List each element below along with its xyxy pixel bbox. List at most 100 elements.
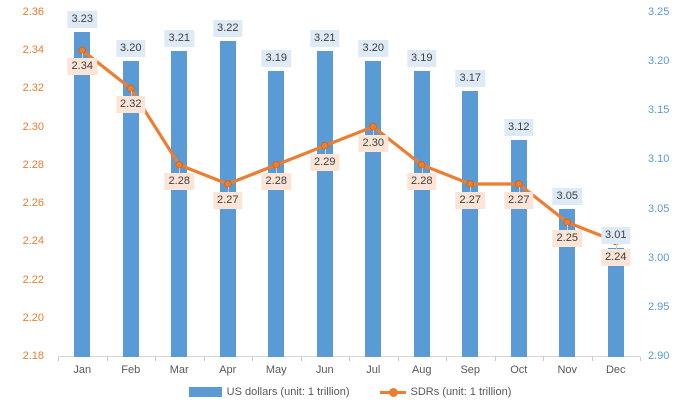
line-value-label-sep[interactable]: 2.27 xyxy=(455,192,485,209)
line-marker-jan[interactable] xyxy=(78,46,87,55)
label-leader-line xyxy=(82,53,84,59)
line-value-label-jul[interactable]: 2.30 xyxy=(358,134,388,152)
x-axis-tick xyxy=(543,357,544,361)
x-axis-label-feb: Feb xyxy=(121,364,141,376)
line-series-swatch-icon xyxy=(379,387,406,397)
x-axis-tick xyxy=(446,357,447,361)
line-marker-nov[interactable] xyxy=(563,218,572,227)
x-axis-tick xyxy=(397,357,399,361)
x-axis-tick xyxy=(203,357,205,361)
x-axis-tick xyxy=(349,357,350,361)
label-leader-line xyxy=(324,148,326,154)
bar-value-label-mar[interactable]: 3.21 xyxy=(164,30,194,48)
left-axis-tick-2.26: 2.26 xyxy=(22,197,44,210)
right-axis-tick-3.05: 3.05 xyxy=(648,202,670,215)
label-leader-line xyxy=(227,187,229,192)
legend: US dollars (unit: 1 trillion) SDRs (unit… xyxy=(0,386,700,398)
right-axis-tick-2.95: 2.95 xyxy=(648,300,670,313)
bar-sep[interactable] xyxy=(462,90,479,357)
legend-item-sdrs[interactable]: SDRs (unit: 1 trillion) xyxy=(379,386,512,398)
line-value-label-feb[interactable]: 2.32 xyxy=(116,96,146,114)
x-axis-label-jun: Jun xyxy=(315,364,334,376)
x-axis-label-mar: Mar xyxy=(169,364,189,376)
label-leader-line xyxy=(373,129,375,135)
bar-value-label-may[interactable]: 3.19 xyxy=(261,49,291,67)
label-leader-line xyxy=(470,187,472,192)
label-leader-line xyxy=(518,187,520,192)
left-axis-tick-2.22: 2.22 xyxy=(22,273,44,286)
line-marker-feb[interactable] xyxy=(126,84,135,93)
bar-value-label-dec[interactable]: 3.01 xyxy=(601,226,631,244)
bar-aug[interactable] xyxy=(413,70,430,357)
bar-dec[interactable] xyxy=(607,247,624,357)
bar-value-label-feb[interactable]: 3.20 xyxy=(116,40,146,58)
left-axis-tick-2.28: 2.28 xyxy=(22,158,44,171)
label-leader-line xyxy=(276,167,278,173)
bar-may[interactable] xyxy=(268,70,285,357)
bar-value-label-apr[interactable]: 3.22 xyxy=(213,20,243,38)
legend-label-us-dollars: US dollars (unit: 1 trillion) xyxy=(226,386,350,398)
left-axis-tick-2.20: 2.20 xyxy=(22,311,44,324)
x-axis-label-aug: Aug xyxy=(411,364,432,376)
line-value-label-dec[interactable]: 2.24 xyxy=(601,249,631,267)
sdrs-line[interactable] xyxy=(81,48,617,243)
line-value-label-nov[interactable]: 2.25 xyxy=(552,230,582,248)
x-axis-label-apr: Apr xyxy=(219,364,237,376)
x-axis-tick xyxy=(640,357,641,361)
x-axis-tick xyxy=(155,357,156,361)
bar-jan[interactable] xyxy=(74,31,91,357)
line-value-label-oct[interactable]: 2.27 xyxy=(504,192,534,209)
x-axis-label-jul: Jul xyxy=(366,364,381,376)
right-axis-tick-3.10: 3.10 xyxy=(648,153,670,166)
x-axis-label-jan: Jan xyxy=(73,364,92,376)
label-leader-line xyxy=(567,225,569,231)
bar-series-swatch-icon xyxy=(188,387,222,397)
x-axis-tick xyxy=(106,357,108,361)
bar-jun[interactable] xyxy=(316,51,333,357)
x-axis-tick xyxy=(58,357,59,361)
x-axis-label-oct: Oct xyxy=(510,364,528,376)
bar-value-label-oct[interactable]: 3.12 xyxy=(504,118,534,136)
line-value-label-jan[interactable]: 2.34 xyxy=(67,58,97,76)
bar-value-label-aug[interactable]: 3.19 xyxy=(407,49,437,67)
x-axis-label-nov: Nov xyxy=(557,364,578,376)
legend-label-sdrs: SDRs (unit: 1 trillion) xyxy=(410,386,512,398)
line-value-label-mar[interactable]: 2.28 xyxy=(164,172,194,190)
left-axis-tick-2.30: 2.30 xyxy=(22,120,44,133)
bar-mar[interactable] xyxy=(171,51,188,357)
x-axis-tick xyxy=(300,357,302,361)
bar-value-label-nov[interactable]: 3.05 xyxy=(552,187,582,205)
x-axis-label-dec: Dec xyxy=(605,364,626,376)
label-leader-line xyxy=(130,91,132,97)
left-axis-tick-2.34: 2.34 xyxy=(22,44,44,57)
x-axis-tick xyxy=(252,357,253,361)
right-axis-tick-3.15: 3.15 xyxy=(648,104,670,117)
bar-value-label-jan[interactable]: 3.23 xyxy=(67,10,97,28)
legend-item-us-dollars[interactable]: US dollars (unit: 1 trillion) xyxy=(188,386,350,398)
right-axis-tick-2.90: 2.90 xyxy=(648,350,670,362)
line-marker-oct[interactable] xyxy=(514,180,523,188)
right-axis-tick-3.20: 3.20 xyxy=(648,55,670,68)
x-axis-tick xyxy=(494,357,496,361)
label-leader-line xyxy=(615,244,617,250)
x-axis-line xyxy=(58,356,640,357)
line-value-label-aug[interactable]: 2.28 xyxy=(407,172,437,190)
bar-feb[interactable] xyxy=(122,61,139,357)
line-value-label-apr[interactable]: 2.27 xyxy=(213,192,243,209)
x-axis-label-sep: Sep xyxy=(460,364,481,376)
left-axis-tick-2.18: 2.18 xyxy=(22,350,44,362)
line-value-label-may[interactable]: 2.28 xyxy=(261,172,291,190)
left-axis-tick-2.36: 2.36 xyxy=(22,6,44,18)
bar-value-label-jul[interactable]: 3.20 xyxy=(358,40,388,58)
label-leader-line xyxy=(179,167,181,173)
label-leader-line xyxy=(421,167,423,173)
line-value-label-jun[interactable]: 2.29 xyxy=(310,153,340,171)
right-axis-tick-3.00: 3.00 xyxy=(648,251,670,264)
x-axis-label-may: May xyxy=(265,364,287,376)
right-axis-tick-3.25: 3.25 xyxy=(648,6,670,18)
x-axis-tick xyxy=(591,357,593,361)
bar-value-label-jun[interactable]: 3.21 xyxy=(310,30,340,48)
left-axis-tick-2.32: 2.32 xyxy=(22,82,44,95)
bar-value-label-sep[interactable]: 3.17 xyxy=(455,69,485,87)
